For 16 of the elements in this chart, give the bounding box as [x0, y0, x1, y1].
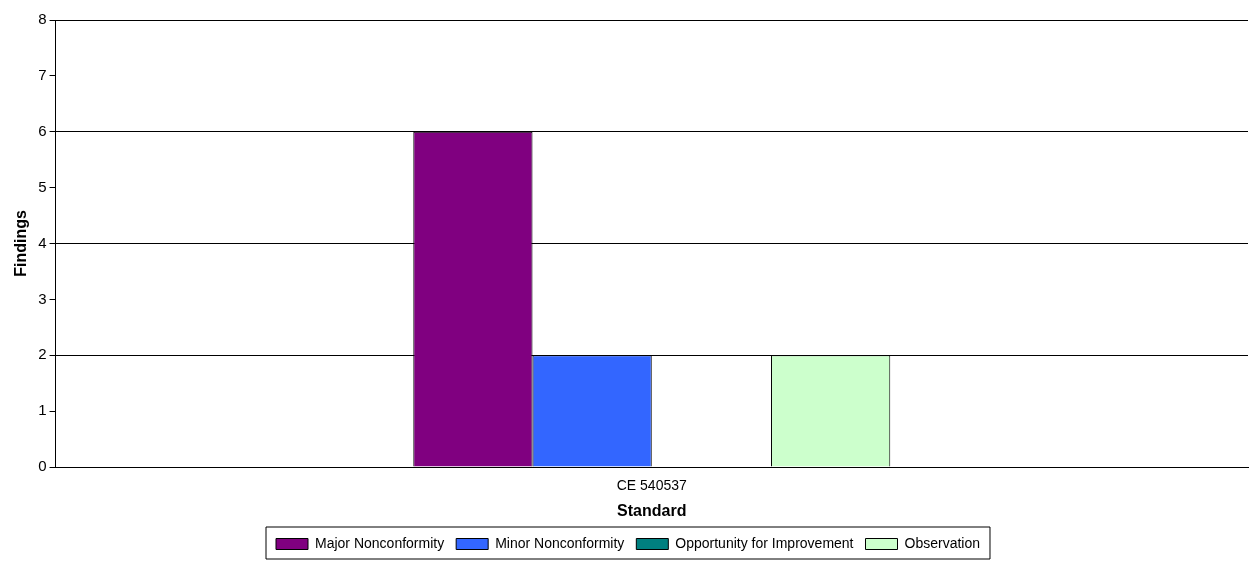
- y-tick-label: 6: [38, 121, 47, 139]
- x-axis-title: Standard: [617, 501, 687, 519]
- x-tick-label: CE 540537: [616, 477, 688, 494]
- y-tick-label: 8: [38, 10, 47, 28]
- y-tick-label: 0: [38, 457, 47, 475]
- y-axis-title: Findings: [12, 210, 30, 277]
- y-tick-label: 5: [38, 177, 47, 195]
- y-tick-label: 3: [38, 289, 47, 307]
- y-tick-label: 7: [38, 66, 47, 84]
- legend-label: Major Nonconformity: [315, 534, 445, 551]
- y-tick-label: 2: [38, 345, 47, 363]
- legend-label: Observation: [904, 534, 980, 551]
- legend-label: Opportunity for Improvement: [675, 534, 854, 551]
- legend-label: Minor Nonconformity: [495, 534, 625, 551]
- y-tick-label: 4: [38, 233, 47, 251]
- y-tick-label: 1: [38, 401, 47, 419]
